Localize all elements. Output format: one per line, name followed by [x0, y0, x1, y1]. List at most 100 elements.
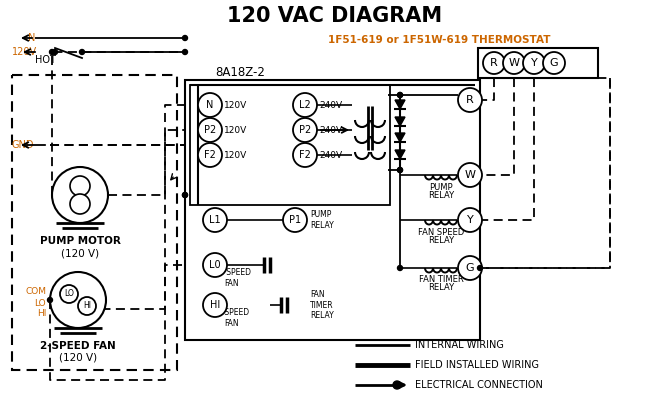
- Circle shape: [397, 93, 403, 98]
- Bar: [12, 75, 177, 370]
- Text: F2: F2: [299, 150, 311, 160]
- Text: 120V: 120V: [224, 126, 247, 134]
- Circle shape: [458, 163, 482, 187]
- Text: P1: P1: [289, 215, 301, 225]
- Text: (120 V): (120 V): [61, 248, 99, 258]
- Circle shape: [397, 168, 403, 173]
- Text: RELAY: RELAY: [428, 191, 454, 199]
- Circle shape: [283, 208, 307, 232]
- Text: G: G: [466, 263, 474, 273]
- Text: 240V: 240V: [319, 126, 342, 134]
- Text: FAN SPEED: FAN SPEED: [418, 228, 464, 236]
- Circle shape: [397, 266, 403, 271]
- Text: PUMP: PUMP: [429, 183, 453, 191]
- Circle shape: [503, 52, 525, 74]
- Text: 120 VAC DIAGRAM: 120 VAC DIAGRAM: [227, 6, 443, 26]
- Circle shape: [182, 192, 188, 197]
- Circle shape: [60, 285, 78, 303]
- Circle shape: [198, 118, 222, 142]
- Text: L1: L1: [209, 215, 221, 225]
- Text: P2: P2: [204, 125, 216, 135]
- Circle shape: [393, 381, 401, 389]
- Circle shape: [203, 208, 227, 232]
- Circle shape: [458, 208, 482, 232]
- Text: L2: L2: [299, 100, 311, 110]
- Text: R: R: [490, 58, 498, 68]
- Text: 2-SPEED FAN: 2-SPEED FAN: [40, 341, 116, 351]
- Text: Y: Y: [466, 215, 474, 225]
- Text: INTERNAL WIRING: INTERNAL WIRING: [415, 340, 504, 350]
- Text: FAN TIMER: FAN TIMER: [419, 276, 464, 285]
- Text: LO: LO: [64, 290, 74, 298]
- Text: GND: GND: [12, 140, 34, 150]
- Circle shape: [52, 167, 108, 223]
- Text: R: R: [466, 95, 474, 105]
- Text: F2: F2: [204, 150, 216, 160]
- Text: LO SPEED
FAN: LO SPEED FAN: [214, 268, 251, 288]
- Text: 1F51-619 or 1F51W-619 THERMOSTAT: 1F51-619 or 1F51W-619 THERMOSTAT: [328, 35, 550, 45]
- Polygon shape: [395, 133, 405, 142]
- Circle shape: [458, 256, 482, 280]
- Text: 240V: 240V: [319, 101, 342, 109]
- Text: P2: P2: [299, 125, 311, 135]
- Text: HI SPEED
FAN: HI SPEED FAN: [214, 308, 249, 328]
- Circle shape: [203, 293, 227, 317]
- Bar: [478, 48, 598, 78]
- Text: ELECTRICAL CONNECTION: ELECTRICAL CONNECTION: [415, 380, 543, 390]
- Circle shape: [478, 266, 482, 271]
- Text: G: G: [549, 58, 558, 68]
- Text: 8A18Z-2: 8A18Z-2: [215, 65, 265, 78]
- Circle shape: [182, 49, 188, 54]
- Polygon shape: [395, 117, 405, 126]
- Circle shape: [483, 52, 505, 74]
- Text: HI: HI: [83, 302, 91, 310]
- Text: 120V: 120V: [12, 47, 37, 57]
- Text: HI: HI: [210, 300, 220, 310]
- Circle shape: [70, 176, 90, 196]
- Text: HI: HI: [37, 310, 46, 318]
- Text: FAN
TIMER
RELAY: FAN TIMER RELAY: [310, 290, 334, 320]
- Polygon shape: [395, 150, 405, 159]
- Circle shape: [293, 93, 317, 117]
- Text: N: N: [28, 33, 36, 43]
- Circle shape: [523, 52, 545, 74]
- Circle shape: [543, 52, 565, 74]
- Text: 120V: 120V: [224, 150, 247, 160]
- Text: (120 V): (120 V): [59, 353, 97, 363]
- Text: PUMP MOTOR: PUMP MOTOR: [40, 236, 121, 246]
- Text: PUMP
RELAY: PUMP RELAY: [310, 210, 334, 230]
- Circle shape: [182, 192, 188, 197]
- Bar: [185, 80, 480, 340]
- Circle shape: [458, 88, 482, 112]
- Circle shape: [80, 49, 84, 54]
- Circle shape: [203, 253, 227, 277]
- Circle shape: [70, 194, 90, 214]
- Circle shape: [78, 297, 96, 315]
- Circle shape: [397, 168, 403, 173]
- Text: N: N: [206, 100, 214, 110]
- Text: RELAY: RELAY: [428, 235, 454, 245]
- Circle shape: [50, 272, 106, 328]
- Text: L0: L0: [209, 260, 221, 270]
- Circle shape: [48, 297, 52, 303]
- Text: W: W: [509, 58, 519, 68]
- Text: W: W: [464, 170, 476, 180]
- Circle shape: [397, 93, 403, 98]
- Circle shape: [182, 36, 188, 41]
- Polygon shape: [395, 100, 405, 109]
- Text: FIELD INSTALLED WIRING: FIELD INSTALLED WIRING: [415, 360, 539, 370]
- Text: 120V: 120V: [224, 101, 247, 109]
- Text: RELAY: RELAY: [428, 284, 454, 292]
- Text: HOT: HOT: [35, 55, 56, 65]
- Text: Y: Y: [531, 58, 537, 68]
- Text: LO: LO: [34, 298, 46, 308]
- Text: COM: COM: [25, 287, 46, 297]
- Circle shape: [293, 118, 317, 142]
- Circle shape: [198, 93, 222, 117]
- Circle shape: [198, 143, 222, 167]
- Bar: [190, 85, 390, 205]
- Circle shape: [52, 49, 58, 54]
- Circle shape: [50, 49, 54, 54]
- Circle shape: [293, 143, 317, 167]
- Text: 240V: 240V: [319, 150, 342, 160]
